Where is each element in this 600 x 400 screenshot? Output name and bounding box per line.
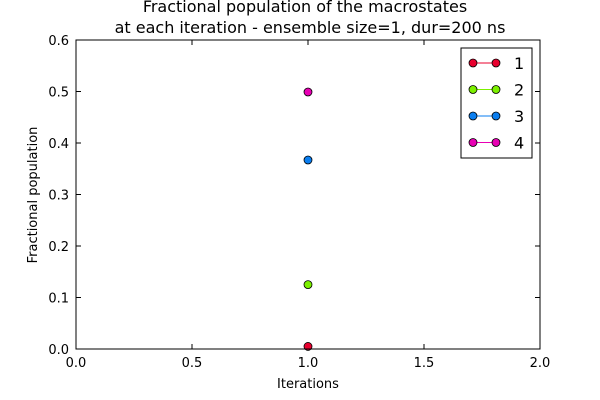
y-tick-label: 0.5 <box>48 86 69 101</box>
legend-marker <box>468 111 478 121</box>
legend-item-1: 1 <box>468 54 524 73</box>
chart-title-line-2: at each iteration - ensemble size=1, dur… <box>115 18 506 37</box>
legend-marker <box>468 138 478 147</box>
legend-label: 4 <box>514 134 524 153</box>
legend-item-2: 2 <box>468 81 524 100</box>
data-marks <box>303 87 313 351</box>
legend-item-3: 3 <box>468 107 524 126</box>
legend-label: 2 <box>514 81 524 100</box>
data-point-series-1 <box>303 342 313 351</box>
x-axis-label: Iterations <box>277 377 339 392</box>
x-tick-label: 2.0 <box>530 356 551 371</box>
x-tick-label: 1.5 <box>414 356 435 371</box>
x-tick-label: 0.0 <box>66 356 87 371</box>
legend-marker <box>468 85 478 94</box>
y-axis-label: Fractional population <box>26 127 41 264</box>
legend: 1 2 3 4 <box>460 47 533 159</box>
data-point-series-4 <box>303 87 313 97</box>
legend-marker <box>491 58 501 68</box>
legend-marker <box>468 58 478 68</box>
plot-area-frame <box>75 39 541 350</box>
legend-label: 3 <box>514 107 524 126</box>
x-tick-label: 1.0 <box>298 356 319 371</box>
legend-marker <box>491 85 501 94</box>
chart-title-line-1: Fractional population of the macrostates <box>143 0 467 16</box>
legend-marker <box>491 138 501 147</box>
axis-ticks: 0.0 0.5 1.0 1.5 2.0 0.0 0.1 0.2 0.3 0.4 0.5 0.6 <box>48 34 550 371</box>
x-tick-label: 0.5 <box>182 356 203 371</box>
legend-item-4: 4 <box>468 134 524 153</box>
y-tick-label: 0.3 <box>48 189 69 204</box>
y-tick-label: 0.0 <box>48 343 69 358</box>
y-tick-label: 0.4 <box>48 137 69 152</box>
legend-items: 1 2 3 4 <box>468 54 524 153</box>
y-tick-label: 0.6 <box>48 34 69 49</box>
legend-marker <box>491 111 501 121</box>
data-point-series-3 <box>303 155 313 165</box>
legend-label: 1 <box>514 54 524 73</box>
y-tick-label: 0.2 <box>48 240 69 255</box>
data-point-series-2 <box>303 280 313 290</box>
y-tick-label: 0.1 <box>48 292 69 307</box>
